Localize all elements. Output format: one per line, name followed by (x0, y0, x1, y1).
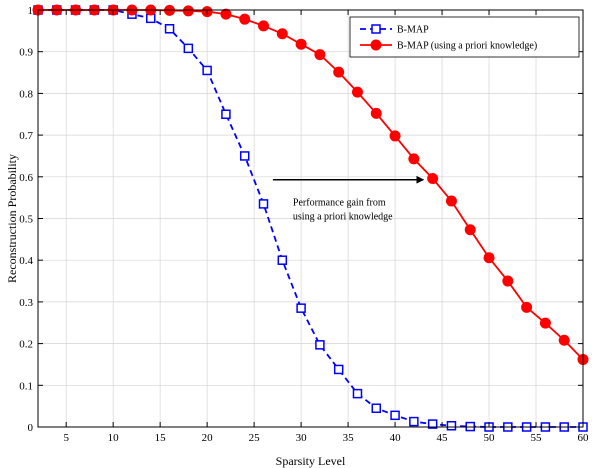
annotation: Performance gain from using a priori kno… (272, 175, 425, 223)
legend-entry-b-map-apriori: B-MAP (using a priori knowledge) (360, 39, 537, 52)
legend-marker-b-map-apriori (370, 39, 382, 51)
series-1-point (220, 8, 232, 20)
x-axis-label: Sparsity Level (276, 454, 346, 468)
series-1-point (558, 334, 570, 346)
series-0-point (296, 303, 306, 313)
x-tick-label: 55 (531, 432, 543, 444)
x-tick-label: 30 (296, 432, 308, 444)
y-tick-label: 0.4 (19, 255, 33, 267)
x-tick-label: 40 (390, 432, 402, 444)
x-tick-label: 45 (437, 432, 449, 444)
ticks: 5 10 15 20 25 30 35 40 45 50 55 60 0 0.1 0.2 0.3 0.4 0.5 0… (19, 5, 589, 444)
y-tick-label: 0.3 (19, 297, 33, 309)
legend-label-b-map-apriori: B-MAP (using a priori knowledge) (397, 41, 537, 52)
series-0-point (390, 410, 400, 421)
y-tick-label: 0 (28, 422, 34, 434)
x-tick-label: 25 (249, 432, 261, 444)
series-1-point (239, 13, 251, 25)
x-tick-label: 10 (108, 432, 120, 444)
series-0-point (371, 403, 382, 413)
y-tick-label: 1 (28, 5, 34, 17)
series-0-point (221, 109, 231, 119)
legend: B-MAP B-MAP (using a priori knowledge) (349, 16, 580, 58)
x-tick-label: 20 (202, 432, 214, 444)
series-1-point (351, 86, 363, 98)
series-1-point (427, 172, 439, 184)
legend-label-b-map: B-MAP (397, 25, 429, 36)
x-tick-label: 15 (155, 432, 167, 444)
y-tick-label: 0.7 (19, 130, 33, 142)
annotation-text-line-1: Performance gain from (293, 198, 386, 209)
annotation-text-line-2: using a priori knowledge (293, 212, 393, 223)
series-1-point (408, 153, 420, 165)
series-1-point (389, 130, 401, 142)
series-0-point (427, 419, 438, 429)
series-0-point (146, 13, 156, 24)
x-tick-label: 60 (578, 432, 590, 444)
series-1-point (521, 301, 533, 313)
series-0-point (202, 65, 212, 76)
series-1-point (314, 49, 326, 61)
grid (38, 9, 584, 428)
series-0-point (277, 255, 288, 265)
series-1-point (295, 38, 307, 50)
series-1-point (445, 195, 457, 207)
series-0-point (183, 43, 194, 54)
x-tick-label: 5 (63, 432, 69, 444)
series-0-point (333, 364, 344, 375)
series-1-point (182, 5, 194, 17)
series-0-point (164, 24, 175, 34)
series-0-point (239, 151, 250, 161)
series-0-point (352, 388, 363, 399)
series-0-point (409, 416, 419, 427)
series-1-point (483, 252, 495, 264)
y-tick-label: 0.1 (19, 380, 33, 392)
legend-box (349, 16, 580, 58)
x-tick-label: 50 (484, 432, 496, 444)
y-tick-label: 0.8 (19, 88, 33, 100)
legend-marker-b-map (371, 24, 381, 34)
x-tick-label: 35 (343, 432, 355, 444)
series-1-point (333, 66, 345, 78)
series-1-point (539, 317, 551, 329)
y-tick-label: 0.9 (19, 47, 33, 59)
series-1-point (502, 275, 514, 287)
y-tick-label: 0.2 (19, 339, 33, 351)
series-0-point (446, 420, 457, 431)
y-tick-label: 0.6 (19, 172, 33, 184)
legend-entry-b-map: B-MAP (360, 24, 429, 36)
y-axis-label: Reconstruction Probability (5, 154, 19, 283)
series-1-point (276, 28, 288, 40)
series-0-point (258, 199, 269, 209)
series-0-point (315, 340, 325, 350)
series-1-point (258, 20, 270, 32)
y-tick-label: 0.5 (19, 214, 33, 226)
series-1-point (464, 224, 476, 236)
series-1-point (370, 107, 382, 119)
